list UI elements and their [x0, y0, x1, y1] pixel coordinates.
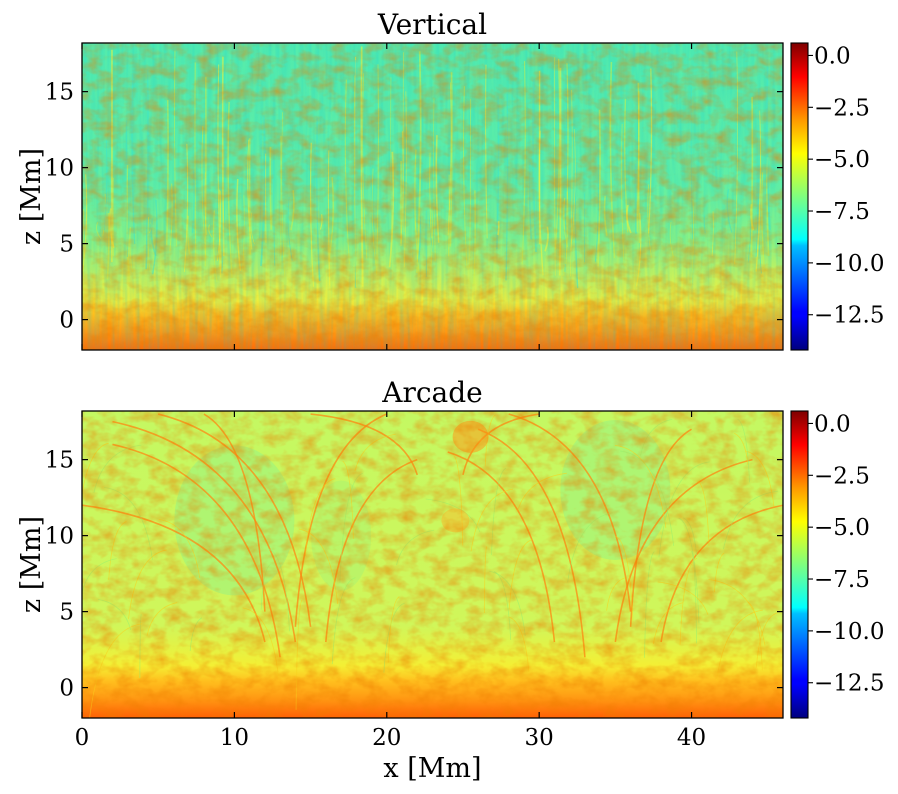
heatmap-image	[82, 43, 783, 350]
x-axis: 0 10 20 30 40	[75, 411, 706, 751]
panel-title: Arcade	[381, 376, 482, 409]
panel-arcade: Arcade 0 5 10 15 0 10 20 30 40 z [Mm] x [Mm] 0.…	[16, 376, 884, 784]
colorbar-gradient	[790, 42, 809, 351]
x-tick-label: 0	[75, 725, 90, 751]
colorbar-tick-label: −7.5	[814, 567, 870, 593]
colorbar-tick-label: −10.0	[814, 251, 884, 277]
y-tick-label: 5	[59, 600, 74, 626]
y-axis: 0 5 10 15	[45, 448, 783, 702]
colorbar-tick-label: −5.0	[814, 515, 870, 541]
y-tick-label: 10	[45, 524, 74, 550]
colorbar: 0.0 −2.5 −5.0 −7.5 −10.0 −12.5	[790, 42, 884, 351]
y-tick-label: 15	[45, 448, 74, 474]
colorbar: 0.0 −2.5 −5.0 −7.5 −10.0 −12.5	[790, 410, 884, 719]
panel-vertical: Vertical 0 5 10 15 z [Mm] 0.0 −2.5 −5.0 −7.5 −1…	[16, 8, 884, 351]
axes-frame	[81, 42, 784, 351]
colorbar-tick-label: 0.0	[814, 43, 851, 69]
colorbar-tick-label: −2.5	[814, 463, 870, 489]
colorbar-tick-label: −2.5	[814, 95, 870, 121]
y-tick-label: 0	[59, 308, 74, 334]
axes-frame	[81, 410, 784, 719]
y-axis-label: z [Mm]	[16, 148, 47, 245]
colorbar-tick-label: −5.0	[814, 147, 870, 173]
y-tick-label: 5	[59, 232, 74, 258]
colorbar-tick-label: −10.0	[814, 619, 884, 645]
heatmap-image	[82, 411, 783, 718]
x-tick-label: 20	[372, 725, 401, 751]
x-tick-label: 10	[220, 725, 249, 751]
colorbar-gradient	[790, 410, 809, 719]
colorbar-tick-label: −12.5	[814, 671, 884, 697]
colorbar-tick-label: −7.5	[814, 199, 870, 225]
y-tick-label: 0	[59, 676, 74, 702]
colorbar-tick-label: −12.5	[814, 303, 884, 329]
y-axis: 0 5 10 15	[45, 80, 783, 334]
panel-title: Vertical	[377, 8, 487, 41]
y-tick-label: 15	[45, 80, 74, 106]
y-axis-label: z [Mm]	[16, 516, 47, 613]
x-axis	[81, 43, 693, 350]
x-tick-label: 30	[525, 725, 554, 751]
colorbar-tick-label: 0.0	[814, 411, 851, 437]
x-tick-label: 40	[677, 725, 706, 751]
y-tick-label: 10	[45, 156, 74, 182]
x-axis-label: x [Mm]	[383, 753, 481, 784]
